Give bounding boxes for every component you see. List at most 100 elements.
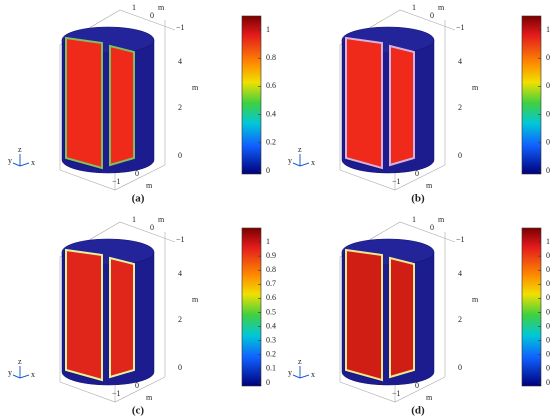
triad-arrow	[19, 162, 30, 167]
axis-tick-label: 1	[132, 215, 136, 224]
colorbar-tick-label: 0	[546, 378, 550, 387]
colorbar	[521, 15, 542, 175]
axis-unit: m	[438, 215, 445, 224]
triad-label: z	[18, 357, 22, 366]
axis-tick-label: 1	[412, 3, 416, 12]
axis-unit: m	[438, 3, 445, 12]
axis-tick-label: 4	[178, 269, 182, 278]
colorbar	[521, 227, 542, 387]
triad-arrow	[292, 374, 301, 379]
axis-tick-label: −1	[112, 389, 121, 398]
axis-line	[59, 221, 176, 403]
colorbar-tick-label: 0.4	[546, 109, 550, 118]
axis-unit: m	[426, 393, 433, 402]
panel-label: (c)	[132, 405, 145, 417]
triad-label: x	[311, 158, 315, 167]
axis-tick-label: 4	[458, 269, 462, 278]
colorbar-tick-label: 0.7	[546, 279, 550, 288]
colorbar-tick-label: 0.7	[266, 279, 276, 288]
colorbar-tick-label: 1	[266, 237, 270, 246]
plate	[345, 248, 383, 382]
colorbar-tick-label: 0.8	[546, 53, 550, 62]
colorbar-tick-label: 0.6	[546, 81, 550, 90]
axis-tick-label: −1	[176, 235, 185, 244]
axis-tick-label: 0	[415, 169, 419, 178]
triad-label: x	[31, 370, 35, 379]
axis-tick-label: 1	[412, 215, 416, 224]
axes-box	[339, 221, 456, 403]
axis-unit: m	[192, 295, 199, 304]
colorbar-tick-label: 0.8	[546, 265, 550, 274]
axis-tick-label: 0	[135, 381, 139, 390]
axis-tick-label: 0	[178, 363, 182, 372]
axis-tick-label: 4	[458, 57, 462, 66]
colorbar-tick-label: 0.2	[266, 350, 276, 359]
colorbar-tick-label: 0.6	[266, 293, 276, 302]
axis-unit: m	[158, 3, 165, 12]
axis-tick-label: 0	[458, 151, 462, 160]
triad-arrow	[299, 162, 310, 167]
triad-label: z	[298, 357, 302, 366]
axis-tick-label: 0	[458, 363, 462, 372]
triad-label: x	[311, 370, 315, 379]
panel-label: (b)	[411, 193, 425, 205]
panel: 10−1m420m−10mzyx10.90.80.70.60.50.40.30.…	[288, 215, 550, 417]
axis-tick-label: 1	[132, 3, 136, 12]
colorbar-tick-label: 1	[546, 237, 550, 246]
triad-arrow	[299, 374, 310, 379]
colorbar-tick-label: 1	[546, 25, 550, 34]
triad-arrow	[292, 162, 301, 167]
axis-unit: m	[158, 215, 165, 224]
colorbar-tick-label: 0.2	[546, 350, 550, 359]
plate	[109, 44, 135, 167]
colorbar-tick-label: 0	[266, 378, 270, 387]
triad-label: y	[8, 156, 12, 165]
colorbar-tick-label: 0.1	[266, 364, 276, 373]
axis-tick-label: 4	[178, 57, 182, 66]
axis-unit: m	[192, 83, 199, 92]
axis-line	[339, 221, 456, 403]
axes-box	[59, 9, 176, 191]
axis-unit: m	[472, 83, 479, 92]
axis-tick-label: 2	[178, 103, 182, 112]
axis-tick-label: −1	[456, 235, 465, 244]
panel-label: (d)	[411, 405, 425, 417]
axis-triad	[12, 366, 30, 379]
colorbar-tick-label: 0.8	[266, 265, 276, 274]
axis-triad	[292, 154, 310, 167]
colorbar-tick-label: 0.5	[546, 307, 550, 316]
triad-label: y	[8, 368, 12, 377]
axis-tick-label: 0	[150, 11, 154, 20]
colorbar-tick-label: 0.1	[546, 364, 550, 373]
colorbar-tick-label: 0.3	[546, 336, 550, 345]
axis-tick-label: 0	[135, 169, 139, 178]
colorbar-tick-label: 0	[266, 166, 270, 175]
colorbar-tick-label: 0.4	[266, 321, 276, 330]
triad-arrow	[12, 374, 21, 379]
plate	[65, 36, 103, 170]
axes-box	[339, 9, 456, 191]
colorbar-tick-label: 0.2	[546, 138, 550, 147]
axis-tick-label: −1	[112, 177, 121, 186]
triad-arrow	[19, 374, 30, 379]
triad-label: x	[31, 158, 35, 167]
axis-tick-label: 2	[458, 315, 462, 324]
axis-triad	[12, 154, 30, 167]
triad-label: y	[288, 156, 292, 165]
colorbar-tick-label: 0.6	[266, 81, 276, 90]
colorbar-tick-label: 0.8	[266, 53, 276, 62]
axis-line	[339, 9, 456, 191]
plate	[389, 44, 415, 167]
colorbar-tick-label: 0.4	[266, 109, 276, 118]
triad-label: z	[18, 145, 22, 154]
colorbar-tick-label: 0.3	[266, 336, 276, 345]
axis-tick-label: 2	[458, 103, 462, 112]
colorbar-tick-label: 0.2	[266, 138, 276, 147]
axis-unit: m	[426, 181, 433, 190]
axis-tick-label: −1	[392, 389, 401, 398]
triad-arrow	[12, 162, 21, 167]
axes-box	[59, 221, 176, 403]
colorbar-tick-label: 0.5	[266, 307, 276, 316]
